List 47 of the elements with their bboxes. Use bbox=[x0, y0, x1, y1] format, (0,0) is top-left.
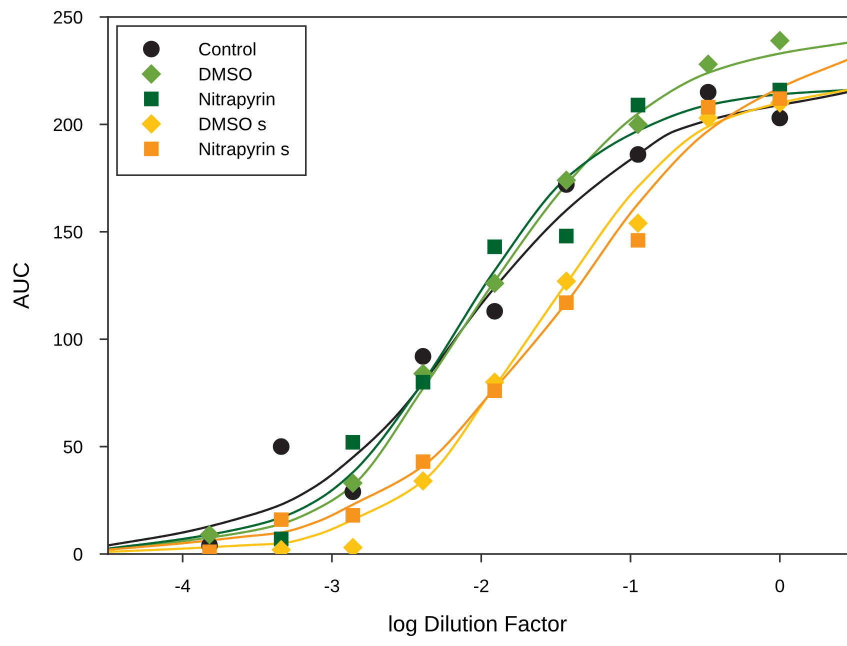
point bbox=[698, 54, 718, 74]
legend-label: Nitrapyrin bbox=[200, 92, 274, 110]
point bbox=[346, 435, 360, 450]
legend-label: Control bbox=[199, 42, 256, 56]
point bbox=[630, 233, 646, 248]
legend-label: DMSO s bbox=[200, 118, 266, 130]
legend-label: DMSO bbox=[200, 68, 252, 80]
y-tick-label: 200 bbox=[54, 118, 82, 132]
x-tick-label: -3 bbox=[324, 579, 340, 592]
y-tick-label: 50 bbox=[64, 440, 82, 454]
point bbox=[487, 240, 502, 254]
point bbox=[700, 100, 716, 115]
point bbox=[771, 110, 788, 126]
point bbox=[486, 302, 503, 320]
point bbox=[274, 512, 288, 527]
x-tick-label: -4 bbox=[175, 580, 190, 592]
x-tick-label: -1 bbox=[623, 580, 638, 592]
y-tick-label: 250 bbox=[54, 10, 82, 24]
point bbox=[343, 474, 362, 493]
point bbox=[414, 348, 432, 365]
point bbox=[200, 525, 220, 544]
point bbox=[487, 383, 502, 398]
point bbox=[628, 214, 648, 233]
point bbox=[416, 454, 430, 469]
point bbox=[770, 31, 790, 50]
point bbox=[559, 228, 574, 244]
point bbox=[556, 170, 576, 190]
point bbox=[416, 374, 430, 390]
point bbox=[628, 114, 648, 134]
y-tick-label: 0 bbox=[74, 548, 82, 561]
y-axis-title: AUC bbox=[13, 262, 30, 309]
x-tick-label: 0 bbox=[776, 579, 784, 592]
y-tick-label: 150 bbox=[54, 226, 82, 239]
point bbox=[272, 438, 290, 455]
point bbox=[772, 91, 788, 106]
point bbox=[556, 272, 576, 291]
point bbox=[413, 471, 433, 490]
y-tick-label: 100 bbox=[54, 333, 82, 346]
x-tick-label: -2 bbox=[474, 579, 488, 592]
point bbox=[630, 98, 646, 112]
legend-label: Nitrapyrin s bbox=[200, 142, 289, 159]
point bbox=[700, 84, 716, 101]
point bbox=[630, 146, 646, 163]
point bbox=[346, 508, 360, 523]
point bbox=[559, 295, 574, 310]
x-axis-title: log Dilution Factor bbox=[389, 615, 567, 636]
point bbox=[485, 274, 504, 293]
